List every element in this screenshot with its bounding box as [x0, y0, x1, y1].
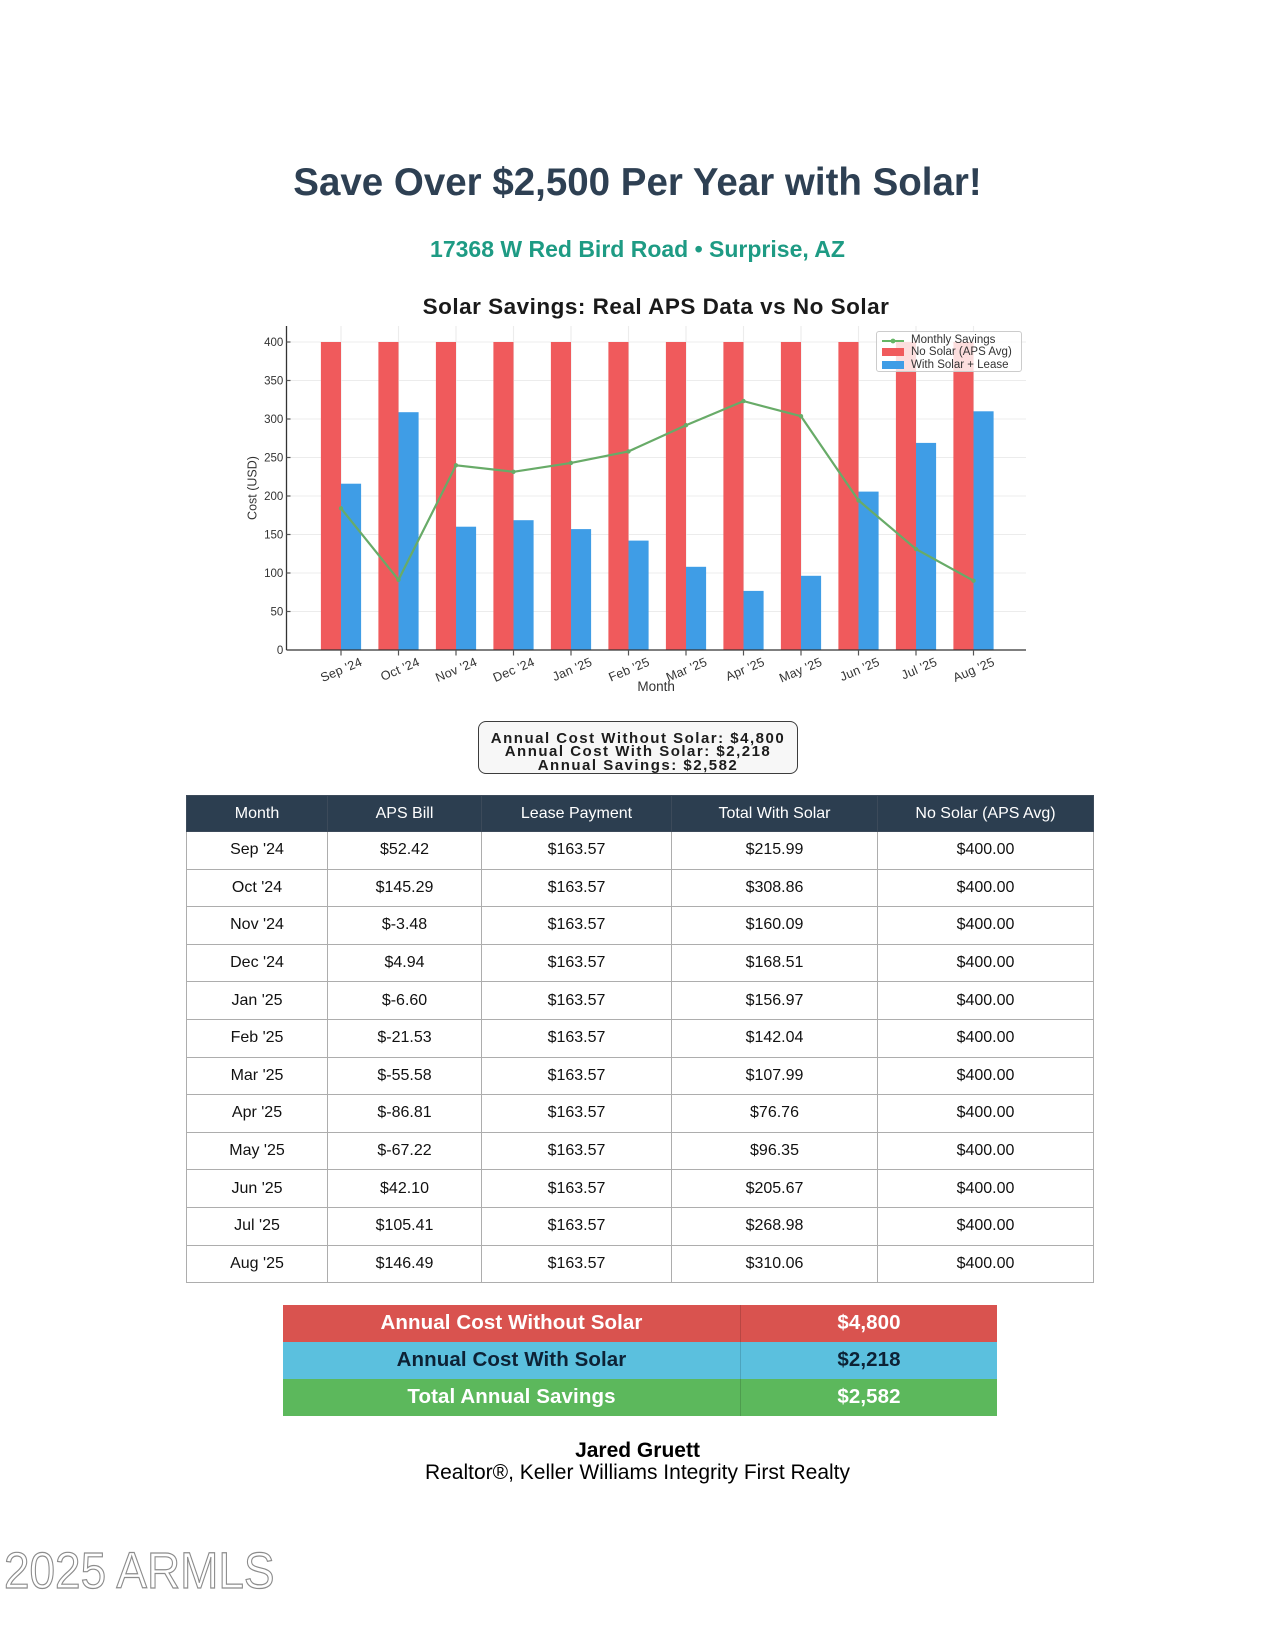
svg-text:Sep '24: Sep '24 — [318, 655, 364, 685]
svg-text:Jul '25: Jul '25 — [899, 655, 939, 683]
svg-text:100: 100 — [264, 568, 283, 580]
svg-text:Jan '25: Jan '25 — [550, 655, 594, 684]
svg-text:Month: Month — [637, 679, 675, 694]
svg-text:Apr '25: Apr '25 — [724, 655, 767, 684]
svg-text:Jun '25: Jun '25 — [838, 655, 882, 684]
svg-text:Dec '24: Dec '24 — [491, 655, 537, 685]
svg-text:400: 400 — [264, 337, 283, 349]
svg-text:Nov '24: Nov '24 — [433, 655, 479, 685]
svg-text:May '25: May '25 — [777, 655, 824, 686]
svg-text:Cost (USD): Cost (USD) — [246, 456, 260, 520]
svg-text:Oct '24: Oct '24 — [379, 655, 422, 684]
svg-text:50: 50 — [271, 607, 284, 619]
svg-text:Aug '25: Aug '25 — [951, 655, 997, 685]
svg-text:0: 0 — [277, 645, 283, 657]
svg-text:350: 350 — [264, 376, 283, 388]
svg-text:250: 250 — [264, 453, 283, 465]
svg-text:300: 300 — [264, 414, 283, 426]
svg-text:150: 150 — [264, 530, 283, 542]
svg-text:200: 200 — [264, 491, 283, 503]
